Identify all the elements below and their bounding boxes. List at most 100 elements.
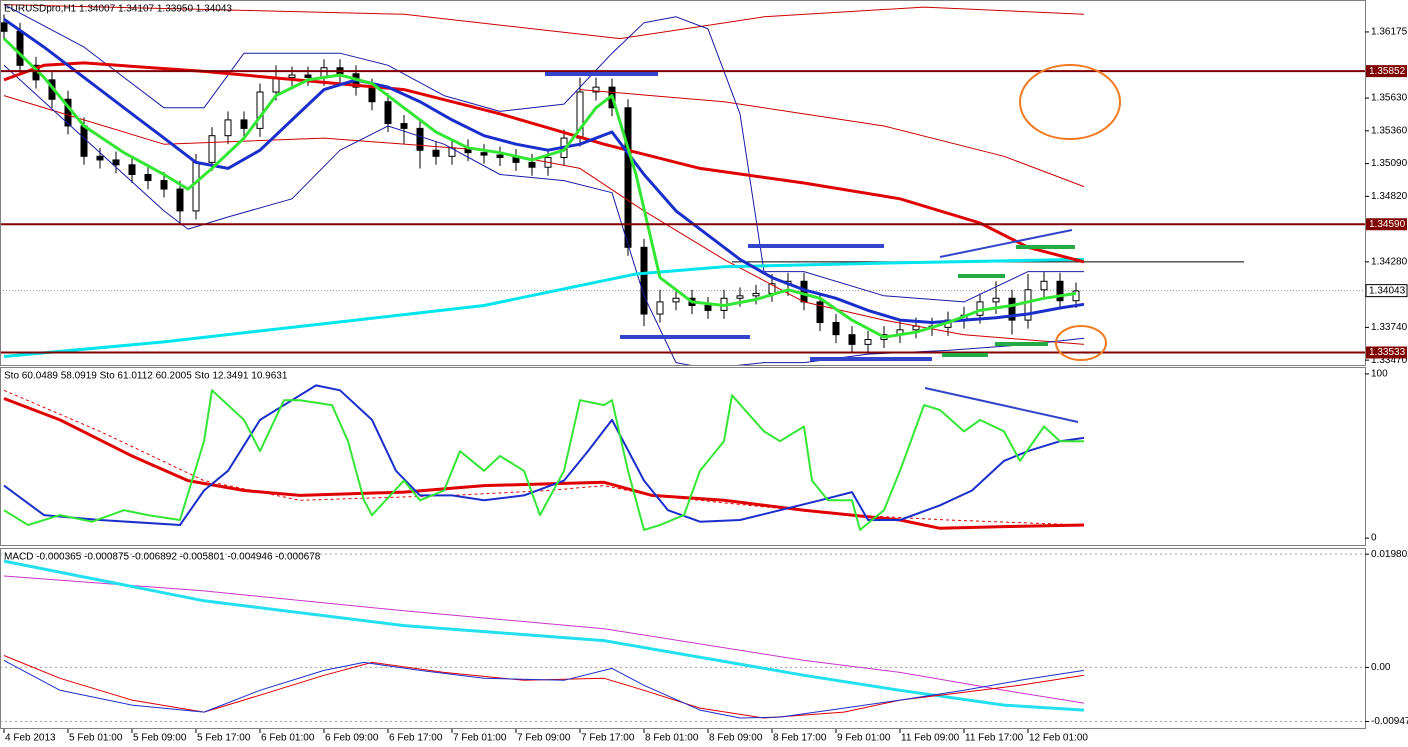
candle-body <box>1 22 8 32</box>
last-price-label: 1.34043 <box>1369 285 1406 296</box>
x-tick-label: 9 Feb 01:00 <box>837 733 891 744</box>
drawn-trendline <box>924 387 1079 423</box>
x-tick-label: 5 Feb 17:00 <box>197 733 251 744</box>
panel-title: Sto 60.0489 58.0919 Sto 61.0112 60.2005 … <box>4 371 288 382</box>
candle-body <box>592 86 600 93</box>
candle-body <box>480 152 488 156</box>
candle-body <box>16 30 24 66</box>
x-tick-label: 11 Feb 17:00 <box>965 733 1024 744</box>
candle-body <box>112 159 120 166</box>
panel-title: MACD -0.000365 -0.000875 -0.006892 -0.00… <box>4 552 321 563</box>
candle-body <box>640 246 648 315</box>
candle-body <box>80 125 88 157</box>
y-tick-label: 1.33740 <box>1371 322 1408 333</box>
candle-body <box>160 180 168 190</box>
x-tick-label: 6 Feb 09:00 <box>325 733 379 744</box>
candle-body <box>208 135 216 163</box>
y-tick-label: 1.33470 <box>1371 355 1408 366</box>
candle-body <box>144 174 152 182</box>
indicator-line <box>3 389 1085 526</box>
x-tick-label: 8 Feb 09:00 <box>709 733 763 744</box>
last-price-box <box>1365 284 1408 298</box>
price-panel <box>1 4 1365 365</box>
level-label-box <box>1366 65 1407 78</box>
indicator-line <box>3 257 1085 358</box>
y-tick-label: 0.00 <box>1371 662 1391 673</box>
candle-body <box>64 98 72 127</box>
candle-body <box>1024 289 1032 321</box>
x-tick-label: 6 Feb 17:00 <box>389 733 443 744</box>
x-tick-label: 5 Feb 01:00 <box>69 733 123 744</box>
y-tick-label: 1.34820 <box>1371 191 1408 202</box>
level-label-box <box>1366 218 1407 231</box>
candle-body <box>176 188 184 212</box>
candle-body <box>816 301 824 324</box>
indicator-line <box>3 575 1085 704</box>
x-tick-label: 12 Feb 01:00 <box>1029 733 1088 744</box>
candle-body <box>128 164 136 176</box>
candle-body <box>192 161 200 212</box>
y-tick-label: 100 <box>1371 369 1388 380</box>
y-tick-label: -0.00947 <box>1371 716 1408 727</box>
y-tick-label: 0 <box>1371 533 1377 544</box>
candle-body <box>368 86 376 103</box>
indicator-line <box>3 559 1085 712</box>
candle-body <box>672 297 680 303</box>
x-tick-label: 7 Feb 09:00 <box>517 733 571 744</box>
candle-body <box>240 119 248 129</box>
candle-body <box>752 292 760 297</box>
candle-body <box>1008 297 1016 321</box>
stoch-panel-frame <box>0 367 1366 546</box>
y-tick-label: 1.35360 <box>1371 125 1408 136</box>
x-tick-label: 7 Feb 17:00 <box>581 733 635 744</box>
candle-body <box>224 119 232 137</box>
indicator-line <box>3 61 1085 264</box>
x-tick-label: 8 Feb 17:00 <box>773 733 827 744</box>
candle-body <box>1040 280 1048 291</box>
macd-panel <box>1 553 1365 723</box>
x-tick-label: 8 Feb 01:00 <box>645 733 699 744</box>
candle-body <box>96 155 104 161</box>
stoch-panel <box>3 384 1085 531</box>
candle-body <box>1072 290 1080 302</box>
level-label: 1.33533 <box>1369 347 1406 358</box>
y-tick-label: 1.34280 <box>1371 257 1408 268</box>
axes: 1.36175 1.35630 1.35360 1.35090 1.34820 1.342… <box>3 4 1408 744</box>
candle-body <box>1056 280 1064 302</box>
panel-title: EURUSDpro,H1 1.34007 1.34107 1.33950 1.3… <box>4 4 232 15</box>
candle-body <box>416 127 424 151</box>
candle-body <box>864 339 872 345</box>
drawn-ellipse <box>1019 64 1121 140</box>
indicator-line <box>3 17 1085 324</box>
level-label-box <box>1366 346 1407 359</box>
candle-body <box>848 334 856 345</box>
indicator-line <box>2 37 1077 339</box>
x-tick-label: 7 Feb 01:00 <box>453 733 507 744</box>
x-tick-label: 6 Feb 01:00 <box>261 733 315 744</box>
candle-body <box>432 149 440 157</box>
candle-body <box>496 154 504 159</box>
candle-body <box>624 107 632 248</box>
price-panel-frame <box>0 0 1366 366</box>
candle-body <box>256 91 264 129</box>
candle-body <box>528 161 536 168</box>
level-label: 1.34590 <box>1369 219 1406 230</box>
indicator-line <box>3 389 1084 531</box>
indicator-line <box>3 397 1085 530</box>
indicator-line <box>3 4 1085 40</box>
x-tick-label: 4 Feb 2013 <box>5 733 56 744</box>
candle-body <box>288 74 296 78</box>
drawn-ellipse <box>1055 325 1107 361</box>
y-tick-label: 1.35090 <box>1371 158 1408 169</box>
candle-body <box>304 74 312 78</box>
drawn-trendline <box>939 229 1073 258</box>
candle-body <box>704 305 712 311</box>
candle-body <box>736 295 744 299</box>
indicator-line <box>3 659 1085 719</box>
y-tick-label: 0.019802 <box>1371 549 1408 560</box>
candle-body <box>384 101 392 125</box>
y-tick-label: 1.35630 <box>1371 93 1408 104</box>
